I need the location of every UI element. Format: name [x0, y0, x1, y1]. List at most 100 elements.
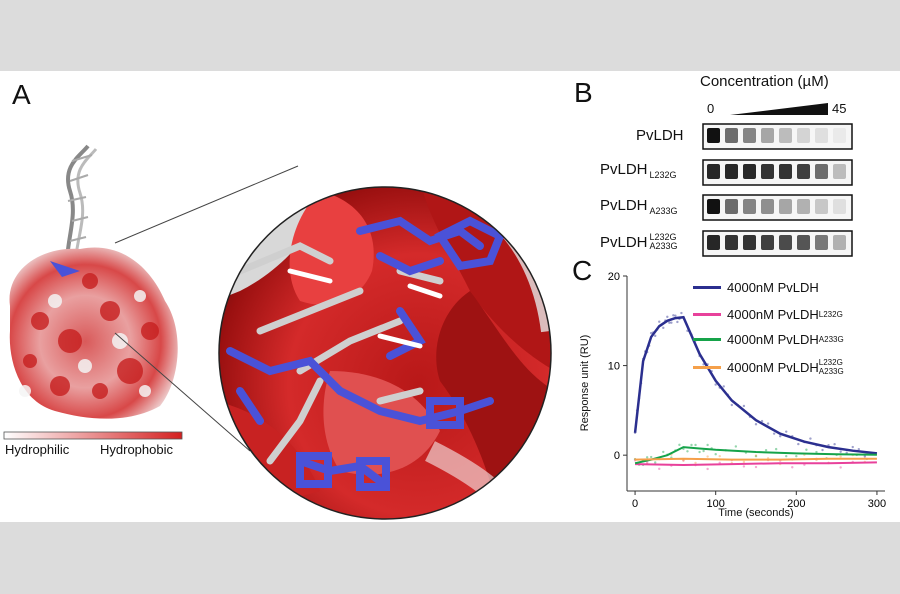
gel-band — [815, 235, 828, 250]
raw-point — [778, 434, 782, 438]
raw-point — [658, 320, 661, 323]
concentration-title: Concentration (µM) — [700, 73, 829, 90]
raw-point — [694, 461, 697, 465]
raw-point — [742, 465, 746, 468]
raw-point — [674, 314, 677, 317]
raw-point — [654, 461, 657, 464]
gel-band — [833, 164, 846, 179]
legend-subscript: L232G A233G — [818, 358, 844, 376]
gel-band — [833, 199, 846, 214]
raw-point — [821, 448, 824, 452]
legend-swatch — [693, 338, 721, 341]
gel-band — [779, 164, 792, 179]
raw-point — [833, 443, 836, 446]
scale-label-hydrophobic: Hydrophobic — [100, 442, 173, 457]
raw-point — [698, 450, 701, 454]
raw-point — [839, 466, 842, 469]
gel-band — [779, 128, 792, 143]
hydrophobicity-scale-bar — [3, 431, 183, 440]
concentration-min: 0 — [707, 101, 715, 116]
zoom-line-bottom — [114, 332, 251, 452]
raw-point — [839, 450, 842, 453]
raw-point — [851, 445, 854, 449]
panel-c-letter: C — [572, 255, 593, 286]
legend-label: 4000nM PvLDH — [727, 307, 819, 322]
legend-item: 4000nM PvLDH — [693, 280, 819, 295]
zoom-circle-outline — [218, 186, 552, 520]
raw-point — [815, 450, 818, 454]
raw-point — [797, 442, 800, 446]
concentration-wedge — [730, 103, 828, 115]
scale-label-hydrophilic: Hydrophilic — [5, 442, 70, 457]
x-tick-label: 200 — [787, 498, 805, 510]
raw-point — [754, 423, 758, 426]
panel-b-letter: B — [574, 77, 593, 108]
gel-row-label: PvLDH A233G — [600, 197, 678, 216]
gel-band — [815, 164, 828, 179]
gel-band — [725, 164, 738, 179]
raw-point — [742, 460, 746, 464]
raw-point — [722, 385, 725, 388]
gel-band — [797, 235, 810, 250]
raw-point — [662, 326, 665, 330]
raw-point — [694, 443, 697, 447]
raw-point — [766, 422, 770, 425]
raw-point — [706, 467, 709, 471]
legend-subscript: L232G — [818, 310, 843, 319]
gel-band — [761, 128, 774, 143]
panel-a-letter: A — [12, 79, 31, 110]
figure-graphics: 0 100 200 300 0 10 20 Response unit (RU) Time … — [3, 103, 886, 520]
gel-row-label: PvLDH — [636, 127, 684, 144]
raw-point — [714, 383, 717, 386]
raw-point — [774, 447, 778, 451]
legend-label: 4000nM PvLDH — [727, 359, 819, 375]
gel-band — [743, 199, 756, 214]
concentration-max: 45 — [832, 101, 847, 116]
raw-point — [662, 450, 665, 454]
gel-row-label: PvLDH L232G — [600, 161, 677, 180]
gel-bands — [707, 128, 846, 250]
raw-point — [706, 443, 709, 447]
x-tick-label: 0 — [632, 498, 638, 510]
series-line — [634, 446, 877, 465]
legend-label: 4000nM PvLDH — [727, 280, 819, 295]
legend-item: 4000nM PvLDH L232G — [693, 307, 843, 322]
gel-band — [815, 128, 828, 143]
gel-band — [761, 164, 774, 179]
gel-band — [743, 164, 756, 179]
gel-band — [707, 164, 720, 179]
raw-point — [754, 454, 758, 458]
raw-point — [654, 334, 657, 338]
raw-point — [730, 403, 734, 407]
x-axis-label: Time (seconds) — [718, 507, 793, 519]
raw-point — [670, 321, 673, 324]
raw-point — [706, 455, 709, 458]
raw-point — [791, 466, 794, 469]
figure: A — [0, 71, 900, 522]
gel-band — [743, 235, 756, 250]
y-axis-label: Response unit (RU) — [579, 335, 591, 432]
gel-band — [707, 235, 720, 250]
gel-band — [725, 199, 738, 214]
y-tick-label: 0 — [614, 450, 620, 462]
raw-point — [649, 331, 653, 335]
gel-band — [707, 199, 720, 214]
raw-point — [690, 443, 693, 447]
raw-point — [764, 448, 768, 452]
gel-band — [707, 128, 720, 143]
raw-point — [760, 419, 764, 423]
raw-point — [742, 404, 746, 408]
raw-point — [645, 456, 649, 459]
raw-point — [666, 315, 669, 319]
raw-point — [702, 449, 705, 453]
legend-subscript: A233G — [818, 335, 844, 344]
gel-band — [725, 235, 738, 250]
raw-point — [857, 448, 860, 451]
raw-point — [809, 437, 812, 440]
raw-point — [785, 454, 788, 458]
legend-item: 4000nM PvLDH L232G A233G — [693, 358, 844, 376]
gel-band — [833, 128, 846, 143]
raw-point — [645, 461, 649, 464]
legend-label: 4000nM PvLDH — [727, 332, 819, 347]
gel-band — [815, 199, 828, 214]
